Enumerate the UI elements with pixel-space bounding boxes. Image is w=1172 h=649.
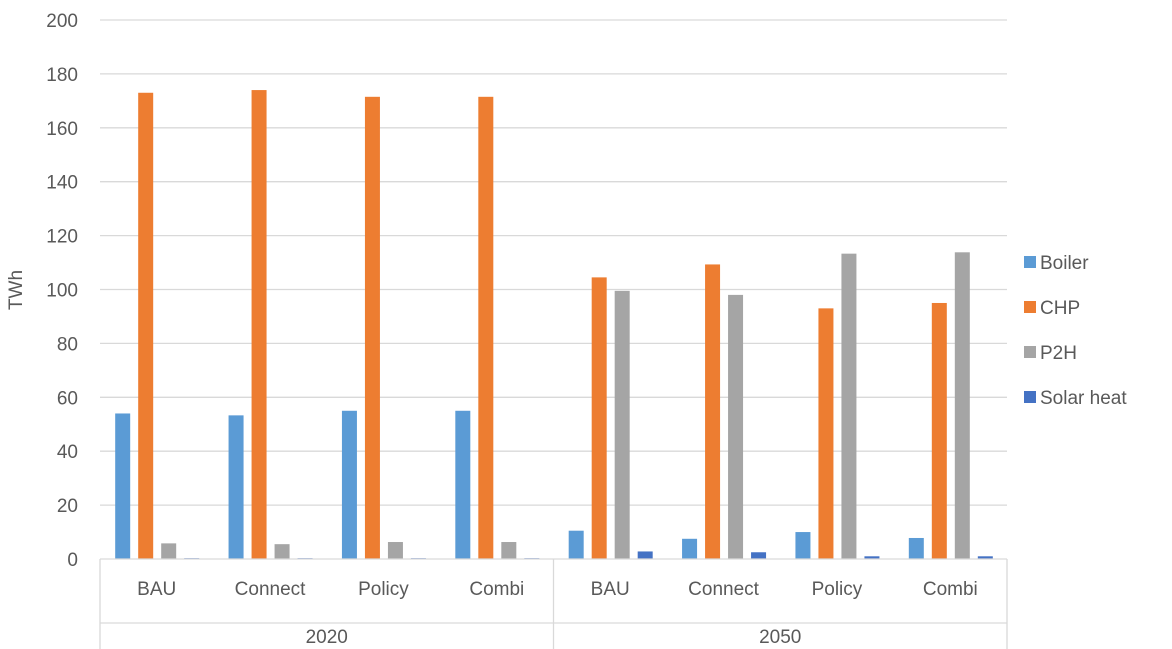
bars — [115, 90, 993, 560]
x-tick-label: BAU — [137, 579, 176, 600]
x-tick-label: BAU — [591, 579, 630, 600]
bar-boiler — [908, 537, 924, 559]
y-axis-ticks: 0 20 40 60 80 100 120 140 160 180 200 — [46, 11, 78, 571]
bar-boiler — [228, 415, 244, 559]
x-tick-label: Policy — [358, 579, 409, 600]
x-tick-label: Combi — [923, 579, 978, 600]
y-tick-label: 120 — [46, 227, 78, 248]
bar-chp — [364, 96, 380, 560]
legend-label: P2H — [1040, 343, 1077, 364]
y-tick-label: 20 — [57, 496, 78, 517]
bar-chp — [705, 264, 721, 559]
x-group-label: 2020 — [306, 627, 348, 648]
y-tick-label: 0 — [67, 550, 78, 571]
gridlines — [100, 19, 1007, 506]
bar-solar-heat — [977, 556, 993, 559]
y-tick-label: 80 — [57, 334, 78, 355]
bar-chp — [138, 92, 154, 559]
bar-chp — [931, 302, 947, 559]
bar-boiler — [341, 410, 357, 559]
legend-swatch — [1024, 346, 1036, 358]
bar-solar-heat — [751, 552, 767, 559]
bar-boiler — [568, 530, 584, 559]
bar-p2h — [501, 542, 517, 559]
legend-label: Boiler — [1040, 253, 1089, 274]
bar-solar-heat — [864, 556, 880, 559]
x-tick-label: Connect — [688, 579, 759, 600]
legend-label: CHP — [1040, 298, 1080, 319]
legend: Boiler CHP P2H Solar heat — [1024, 253, 1127, 409]
bar-boiler — [682, 538, 698, 559]
bar-p2h — [387, 542, 403, 559]
bar-p2h — [841, 253, 857, 559]
y-tick-label: 60 — [57, 388, 78, 409]
bar-chp — [818, 308, 834, 559]
legend-label: Solar heat — [1040, 388, 1127, 409]
y-tick-label: 200 — [46, 11, 78, 32]
bar-p2h — [274, 544, 290, 559]
bar-boiler — [115, 413, 131, 559]
legend-swatch — [1024, 391, 1036, 403]
x-axis: BAU Connect Policy Combi BAU Connect Policy Com… — [99, 558, 1008, 649]
bar-p2h — [161, 543, 177, 559]
x-group-label: 2050 — [759, 627, 801, 648]
y-tick-label: 180 — [46, 65, 78, 86]
y-tick-label: 140 — [46, 173, 78, 194]
bar-p2h — [954, 252, 970, 559]
x-tick-label: Connect — [235, 579, 306, 600]
y-tick-label: 100 — [46, 281, 78, 302]
x-tick-label: Policy — [812, 579, 863, 600]
bar-boiler — [795, 532, 811, 559]
y-tick-label: 160 — [46, 119, 78, 140]
legend-swatch — [1024, 301, 1036, 313]
bar-p2h — [728, 294, 744, 559]
bar-p2h — [614, 290, 630, 559]
x-tick-label: Combi — [469, 579, 524, 600]
bar-chp — [591, 277, 607, 559]
bar-chp — [478, 96, 494, 560]
bar-chp — [251, 90, 267, 559]
bar-solar-heat — [637, 551, 653, 559]
y-axis-label: TWh — [6, 270, 27, 310]
y-tick-label: 40 — [57, 442, 78, 463]
bar-boiler — [455, 410, 471, 559]
legend-swatch — [1024, 256, 1036, 268]
